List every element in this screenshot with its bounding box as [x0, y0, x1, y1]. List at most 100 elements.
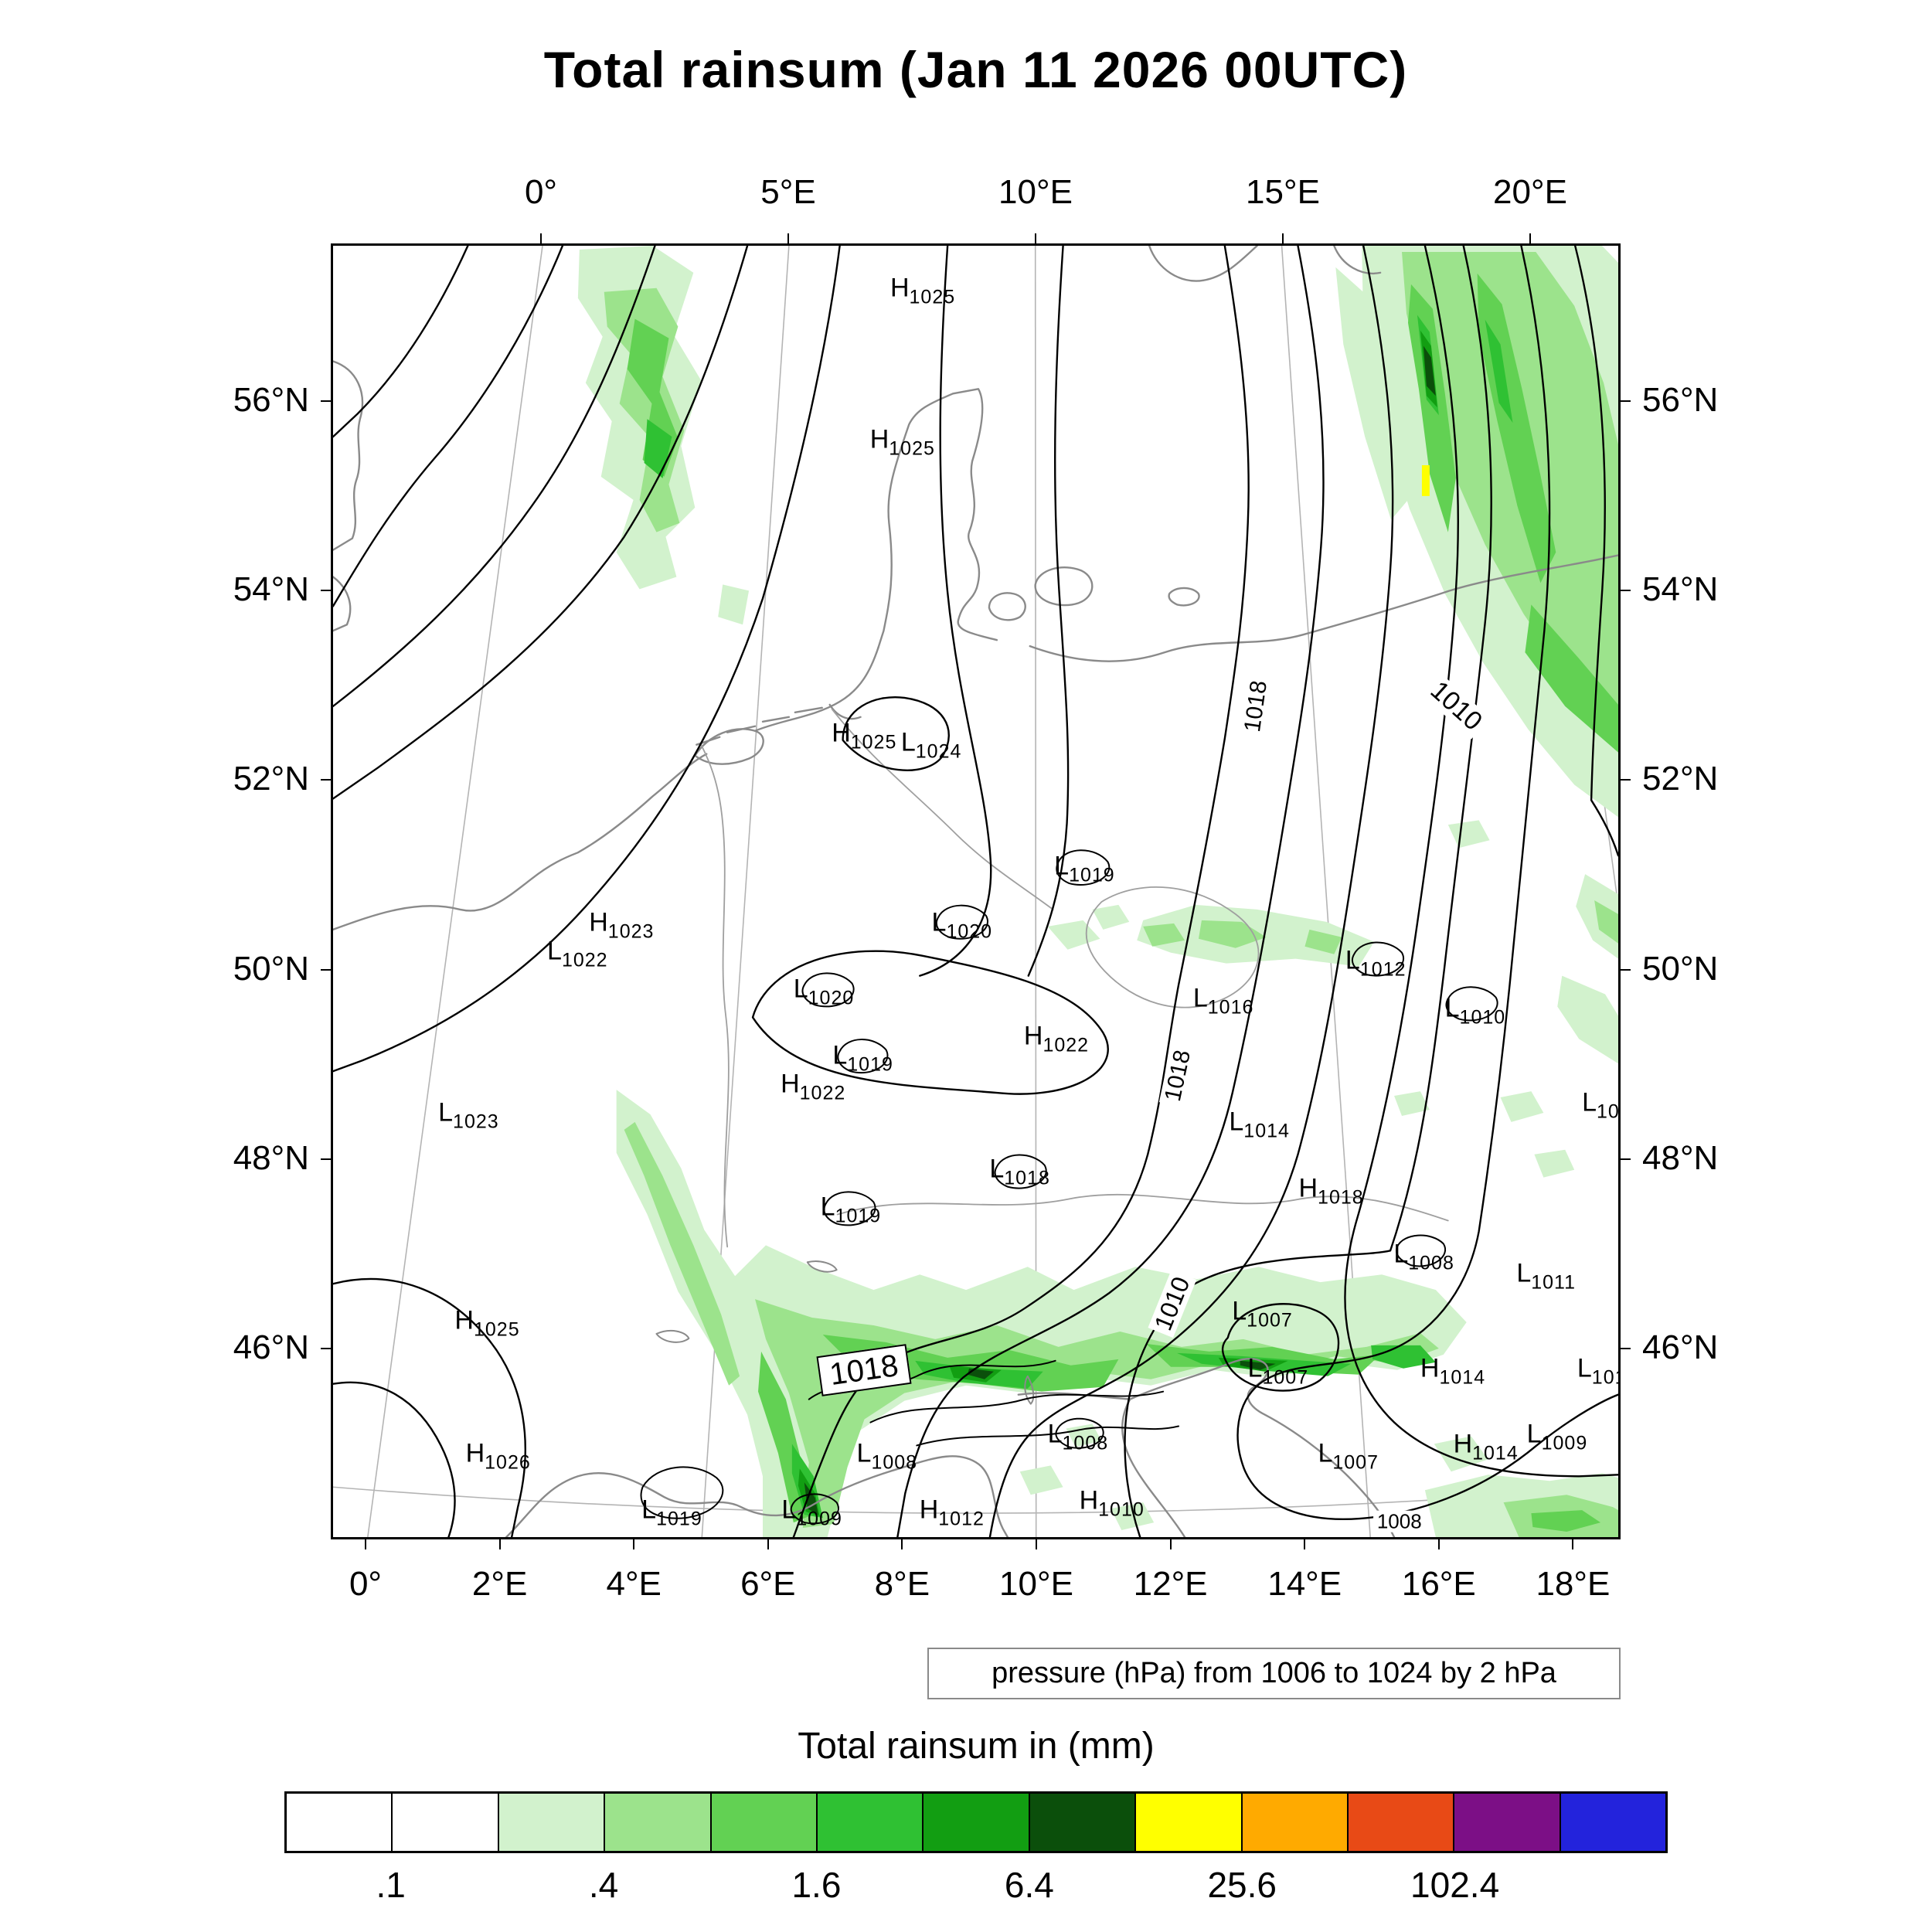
pressure-label: L101 — [1577, 1353, 1618, 1388]
pressure-label: H1023 — [589, 907, 654, 943]
pressure-label: H1010 — [1079, 1485, 1145, 1521]
pressure-value: 1022 — [561, 949, 608, 971]
axis-label-bottom: 14°E — [1267, 1565, 1342, 1603]
pressure-letter: H — [919, 1495, 939, 1525]
axis-tick-top — [1035, 233, 1036, 243]
pressure-label: L1018 — [989, 1155, 1050, 1189]
pressure-value: 1020 — [808, 987, 855, 1009]
map-overlay: H1025 H1025 H1025 L1024 L1019 L1020 H1023 L1022… — [333, 246, 1618, 1537]
pressure-letter: H — [1420, 1353, 1440, 1383]
axis-tick-left — [321, 590, 331, 592]
axis-label-top: 5°E — [760, 173, 816, 211]
pressure-label: L1020 — [794, 975, 855, 1009]
pressure-letter: L — [1582, 1087, 1597, 1117]
axis-label-bottom: 10°E — [999, 1565, 1073, 1603]
pressure-letter: H — [1453, 1429, 1473, 1459]
axis-tick-right — [1621, 590, 1631, 592]
axis-label-right: 50°N — [1642, 949, 1719, 988]
pressure-letter: L — [1054, 851, 1070, 881]
axis-tick-bottom — [901, 1539, 903, 1549]
axis-tick-left — [321, 1348, 331, 1349]
pressure-letter: L — [832, 1040, 848, 1070]
pressure-label: H1026 — [466, 1438, 531, 1473]
axis-tick-right — [1621, 1348, 1631, 1349]
pressure-value: 1022 — [1043, 1034, 1090, 1056]
pressure-value: 1025 — [850, 731, 897, 753]
contour-label: 1010 — [1148, 1269, 1197, 1338]
pressure-letter: H — [832, 718, 851, 748]
pressure-letter: H — [454, 1305, 474, 1335]
colorbar-cell — [1560, 1794, 1666, 1851]
colorbar-tick-label: .4 — [588, 1865, 619, 1905]
pressure-letter: H — [1079, 1485, 1099, 1515]
axis-label-bottom: 18°E — [1536, 1565, 1611, 1603]
colorbar-cell — [605, 1794, 712, 1851]
pressure-value: 10 — [1597, 1100, 1618, 1123]
colorbar-cell — [711, 1794, 818, 1851]
pressure-value: 1019 — [847, 1053, 893, 1076]
pressure-letter: L — [1393, 1239, 1409, 1269]
contour-label: 1018 — [1238, 675, 1273, 738]
pressure-letter: L — [900, 727, 916, 757]
pressure-label: L1008 — [1048, 1420, 1109, 1454]
pressure-letter: H — [781, 1069, 800, 1099]
colorbar-cell — [287, 1794, 393, 1851]
axis-label-right: 56°N — [1642, 381, 1719, 419]
pressure-letter: H — [589, 907, 608, 937]
axis-label-bottom: 2°E — [471, 1565, 528, 1603]
axis-label-top: 10°E — [998, 173, 1073, 211]
pressure-label: H1025 — [832, 718, 896, 753]
pressure-letter: L — [1345, 945, 1360, 975]
axis-tick-top — [540, 233, 542, 243]
pressure-letter: L — [1444, 993, 1460, 1023]
pressure-value: 1019 — [656, 1508, 702, 1530]
pressure-value: 1022 — [799, 1082, 846, 1104]
axis-tick-bottom — [633, 1539, 635, 1549]
pressure-label: H1012 — [919, 1495, 985, 1530]
axis-label-top: 0° — [524, 173, 558, 211]
pressure-value: 1009 — [1541, 1432, 1588, 1454]
pressure-label: L10 — [1582, 1087, 1618, 1123]
axis-label-right: 54°N — [1642, 570, 1719, 609]
pressure-letter: L — [1526, 1419, 1542, 1449]
pressure-value: 1014 — [1472, 1442, 1519, 1464]
colorbar-cell — [1029, 1794, 1137, 1851]
pressure-value: 1008 — [1408, 1252, 1454, 1274]
pressure-label: L1022 — [547, 937, 608, 971]
contour-label: 1008 — [1372, 1510, 1426, 1532]
coastlines — [333, 246, 1618, 1537]
pressure-letter: L — [781, 1495, 797, 1525]
pressure-letter: H — [1298, 1173, 1318, 1203]
pressure-label: L1019 — [821, 1192, 882, 1227]
pressure-value: 1007 — [1262, 1366, 1309, 1389]
pressure-value: 1010 — [1098, 1498, 1145, 1521]
axis-tick-left — [321, 1158, 331, 1160]
pressure-value: 1023 — [453, 1111, 499, 1133]
pressure-label: L1011 — [1516, 1258, 1576, 1293]
pressure-label: L1019 — [1054, 851, 1115, 886]
isobars — [333, 246, 1618, 1537]
colorbar-tick-label: 102.4 — [1410, 1865, 1500, 1905]
axis-tick-left — [321, 968, 331, 971]
pressure-label: L1023 — [438, 1097, 499, 1132]
pressure-letter: L — [641, 1495, 657, 1525]
pressure-label: L1014 — [1229, 1107, 1290, 1141]
axis-tick-bottom — [767, 1539, 769, 1549]
pressure-letter: L — [1318, 1438, 1333, 1468]
map-frame: H1025 H1025 H1025 L1024 L1019 L1020 H1023 L1022… — [331, 243, 1621, 1539]
colorbar-cell — [1348, 1794, 1455, 1851]
pressure-label: H1025 — [889, 273, 955, 308]
pressure-value: 1025 — [889, 437, 935, 460]
pressure-letter: L — [1516, 1258, 1532, 1288]
pressure-value: 1014 — [1439, 1366, 1486, 1389]
axis-tick-bottom — [1036, 1539, 1037, 1549]
pressure-label: L1019 — [832, 1040, 893, 1075]
pressure-value: 1011 — [1531, 1271, 1576, 1294]
axis-tick-right — [1621, 400, 1631, 402]
colorbar-tick-label: .1 — [376, 1865, 406, 1905]
pressure-letter: H — [889, 273, 910, 303]
axis-tick-top — [787, 233, 789, 243]
pressure-letter: L — [438, 1097, 454, 1128]
pressure-label: L1008 — [1393, 1239, 1454, 1274]
axis-tick-top — [1529, 233, 1531, 243]
